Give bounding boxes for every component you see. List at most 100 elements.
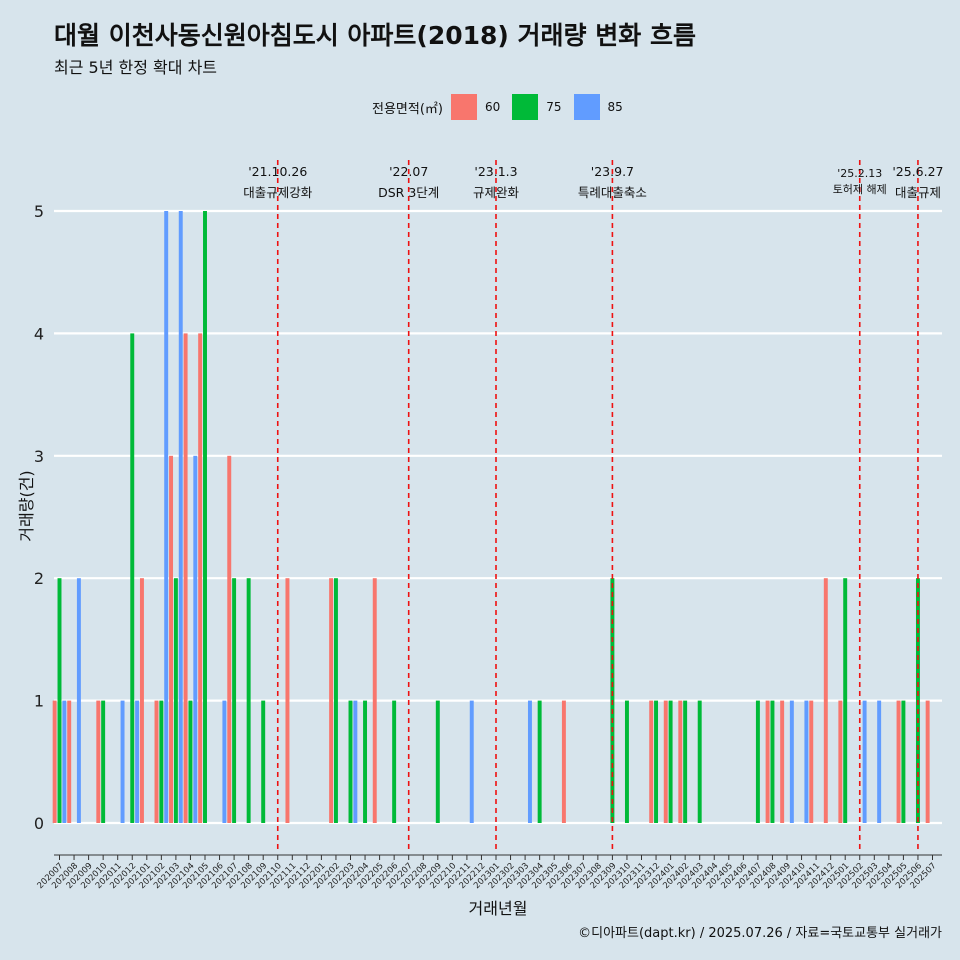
legend-swatch-75: [512, 94, 539, 120]
y-tick-label: 3: [34, 447, 44, 466]
bar-75-202505: [901, 700, 906, 823]
bar-75-202401: [668, 700, 673, 823]
bar-85-202303: [527, 700, 532, 823]
y-tick-label: 5: [34, 202, 44, 221]
legend-item-60: 60: [450, 94, 506, 120]
bar-60-202501: [838, 700, 843, 823]
legend-title: 전용면적(㎡): [372, 101, 443, 117]
bar-75-202108: [246, 578, 251, 823]
bar-60-202104: [183, 333, 188, 823]
bar-60-202507: [925, 700, 930, 823]
bar-60-202408: [765, 700, 770, 823]
event-label: 토허제 해제: [833, 182, 887, 196]
bar-60-202008: [67, 700, 72, 823]
event-date: '21.10.26: [248, 164, 307, 179]
legend-label-85: 85: [607, 100, 623, 114]
bar-75-202304: [537, 700, 542, 823]
legend-swatch-85: [573, 94, 600, 120]
bar-85-202104: [193, 455, 198, 823]
bar-60-202101: [139, 578, 144, 823]
bar-60-202202: [329, 578, 334, 823]
y-tick-label: 0: [34, 814, 44, 833]
legend-item-85: 85: [573, 94, 629, 120]
bars: [52, 211, 930, 823]
event-date: '23.9.7: [591, 164, 634, 179]
bar-75-202102: [159, 700, 164, 823]
event-date: '25.6.27: [892, 164, 943, 179]
bar-75-202012: [130, 333, 135, 823]
bar-75-202202: [333, 578, 338, 823]
bar-85-202410: [804, 700, 809, 823]
bar-75-202501: [843, 578, 848, 823]
bar-85-202211: [469, 700, 474, 823]
bar-60-202105: [198, 333, 203, 823]
legend: 전용면적(㎡) 60 75 85: [372, 92, 635, 122]
bar-75-202407: [755, 700, 760, 823]
legend-label-60: 60: [484, 100, 501, 114]
legend-item-75: 75: [512, 94, 567, 120]
event-label: DSR 3단계: [378, 185, 439, 200]
bar-60-202007: [52, 700, 57, 823]
y-tick-label: 2: [34, 569, 44, 588]
bar-60-202312: [649, 700, 654, 823]
bar-85-202008: [76, 578, 81, 823]
bar-60-202412: [823, 578, 828, 823]
bar-60-202111: [285, 578, 290, 823]
axes: 0123452020072020082020092020102020112020…: [17, 202, 942, 918]
bar-60-202205: [372, 578, 377, 823]
bar-60-202103: [169, 455, 174, 823]
bar-75-202310: [624, 700, 629, 823]
bar-60-202402: [678, 700, 683, 823]
bar-60-202107: [227, 455, 232, 823]
chart-title: 대월 이천사동신원아침도시 아파트(2018) 거래량 변화 흐름: [54, 21, 696, 50]
bar-75-202402: [683, 700, 688, 823]
bar-75-202408: [770, 700, 775, 823]
bar-85-202503: [877, 700, 882, 823]
event-date: '22.07: [389, 164, 428, 179]
bar-85-202103: [178, 211, 183, 823]
bar-85-202012: [135, 700, 140, 823]
bar-85-202409: [789, 700, 794, 823]
bar-75-202403: [697, 700, 702, 823]
bar-60-202409: [780, 700, 785, 823]
bar-60-202401: [663, 700, 668, 823]
y-tick-label: 4: [34, 324, 44, 343]
bar-75-202312: [654, 700, 659, 823]
bar-75-202204: [363, 700, 368, 823]
bar-85-202007: [62, 700, 67, 823]
event-label: 특례대출축소: [578, 185, 647, 200]
event-date: '23.1.3: [474, 164, 517, 179]
bar-60-202102: [154, 700, 159, 823]
bar-85-202011: [120, 700, 125, 823]
bar-75-202010: [101, 700, 106, 823]
bar-85-202203: [353, 700, 358, 823]
bar-75-202007: [57, 578, 62, 823]
bar-75-202105: [203, 211, 207, 823]
bar-75-202203: [348, 700, 353, 823]
bar-60-202306: [561, 700, 566, 823]
y-tick-label: 1: [34, 692, 44, 711]
bar-85-202106: [222, 700, 227, 823]
bar-75-202209: [435, 700, 440, 823]
bar-75-202104: [188, 700, 193, 823]
bar-60-202505: [896, 700, 901, 823]
event-label: 대출규제강화: [243, 185, 313, 200]
bar-75-202103: [173, 578, 178, 823]
bar-75-202107: [232, 578, 237, 823]
bar-75-202206: [392, 700, 397, 823]
bar-85-202502: [862, 700, 867, 823]
bar-60-202010: [96, 700, 101, 823]
source-caption: ©디아파트(dapt.kr) / 2025.07.26 / 자료=국토교통부 실…: [578, 926, 942, 941]
bar-85-202102: [164, 211, 169, 823]
event-lines: '21.10.26 대출규제강화 '22.07 DSR 3단계 '23.1.3 규제완화 '…: [243, 160, 944, 852]
event-date: '25.2.13: [837, 167, 882, 180]
legend-label-75: 75: [546, 100, 562, 114]
event-label: 규제완화: [473, 185, 520, 200]
event-label: 대출규제: [895, 185, 941, 200]
x-axis-title: 거래년월: [469, 899, 528, 918]
y-axis-title: 거래량(건): [17, 470, 36, 541]
legend-swatch-60: [450, 94, 477, 120]
chart-subtitle: 최근 5년 한정 확대 차트: [54, 58, 218, 77]
bar-75-202109: [261, 700, 266, 823]
